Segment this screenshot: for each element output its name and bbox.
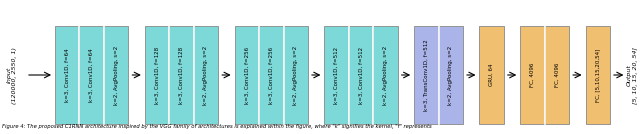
Text: k=3, Conv1D, f=512: k=3, Conv1D, f=512: [334, 46, 339, 104]
Text: k=3, TransConv1D, f=512: k=3, TransConv1D, f=512: [424, 39, 429, 111]
Text: k=3, Conv1D, f=64: k=3, Conv1D, f=64: [65, 48, 70, 102]
Bar: [104, 26, 129, 124]
Bar: [145, 26, 169, 124]
Text: FC, 4096: FC, 4096: [554, 63, 559, 87]
Text: k=3, Conv1D, f=128: k=3, Conv1D, f=128: [154, 46, 159, 104]
Text: k=2, AvgPooling, s=2: k=2, AvgPooling, s=2: [204, 45, 209, 105]
Bar: [79, 26, 104, 124]
Text: k=3, Conv1D, f=64: k=3, Conv1D, f=64: [89, 48, 94, 102]
Bar: [414, 26, 438, 124]
Text: Figure 4: The proposed C1RNN architecture inspired by the VGG family of architec: Figure 4: The proposed C1RNN architectur…: [2, 124, 432, 129]
Bar: [349, 26, 373, 124]
Text: Output
[5, 10, 15, 20, 54]: Output [5, 10, 15, 20, 54]: [627, 46, 637, 103]
Text: k=3, Conv1D, f=256: k=3, Conv1D, f=256: [244, 46, 250, 104]
Bar: [438, 26, 463, 124]
Text: k=3, Conv1D, f=256: k=3, Conv1D, f=256: [269, 46, 274, 104]
Text: GRU, 64: GRU, 64: [489, 64, 494, 86]
Bar: [234, 26, 259, 124]
Text: k=2, AvgPooling, s=2: k=2, AvgPooling, s=2: [383, 45, 388, 105]
Text: FC, 4096: FC, 4096: [530, 63, 535, 87]
Bar: [373, 26, 398, 124]
Bar: [324, 26, 349, 124]
Bar: [55, 26, 79, 124]
Text: k=3, Conv1D, f=128: k=3, Conv1D, f=128: [179, 46, 184, 104]
Text: Input
(120000, 2550, 1): Input (120000, 2550, 1): [6, 46, 17, 103]
Bar: [284, 26, 308, 124]
Bar: [259, 26, 284, 124]
Text: FC, [5,10,15,20,54]: FC, [5,10,15,20,54]: [595, 48, 600, 102]
Text: k=2, AvgPooling, s=2: k=2, AvgPooling, s=2: [114, 45, 118, 105]
Text: k=2, AvgPooling, s=2: k=2, AvgPooling, s=2: [293, 45, 298, 105]
Bar: [194, 26, 218, 124]
Text: k=2, AvgPooling, s=2: k=2, AvgPooling, s=2: [449, 45, 453, 105]
Bar: [586, 26, 610, 124]
Bar: [520, 26, 545, 124]
Text: k=3, Conv1D, f=512: k=3, Conv1D, f=512: [358, 46, 364, 104]
Bar: [169, 26, 194, 124]
Bar: [545, 26, 569, 124]
Bar: [479, 26, 504, 124]
